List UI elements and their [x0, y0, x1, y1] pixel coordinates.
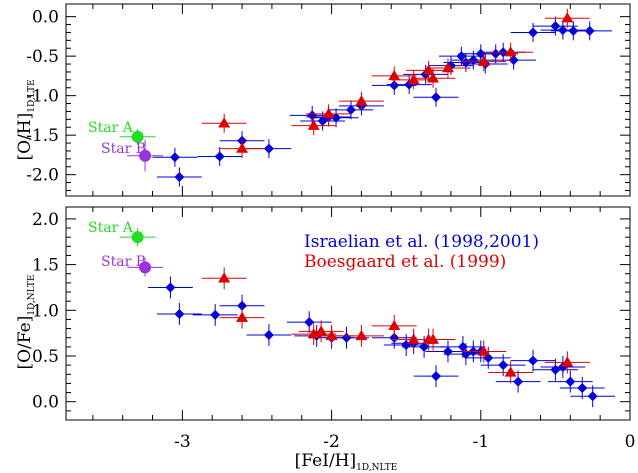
star-b-label-top: Star B	[101, 141, 146, 157]
plot-frame	[65, 206, 631, 421]
y-tick-label: 1.5	[32, 256, 59, 276]
x-tick-label: 0	[625, 432, 636, 452]
data-point-diamond	[263, 329, 274, 340]
data-point-triangle	[407, 333, 420, 344]
data-point-circle	[139, 149, 152, 162]
data-point-diamond	[508, 55, 519, 66]
data-point-triangle	[561, 12, 574, 23]
legend-entry-boesgaard: Boesgaard et al. (1999)	[304, 252, 506, 272]
data-point-triangle	[315, 325, 328, 336]
data-point-diamond	[345, 104, 356, 115]
data-point-diamond	[214, 151, 225, 162]
data-point-diamond	[431, 92, 442, 103]
data-point-diamond	[431, 371, 442, 382]
data-point-diamond	[169, 152, 180, 163]
y-tick-label: 1.0	[32, 301, 59, 321]
data-point-triangle	[355, 95, 368, 106]
data-point-triangle	[477, 345, 490, 356]
y-tick-label: 0.0	[32, 8, 59, 28]
y-tick-label: -2.0	[26, 166, 59, 186]
plot-frame	[65, 3, 631, 197]
star-b-label-bottom: Star B	[101, 254, 146, 270]
data-point-triangle	[218, 272, 231, 283]
data-point-diamond	[550, 21, 561, 32]
data-point-diamond	[389, 332, 400, 343]
data-point-triangle	[441, 62, 454, 73]
data-point-triangle	[236, 311, 249, 322]
y-tick-label: -1.0	[26, 87, 59, 107]
data-point-circle	[131, 231, 144, 244]
data-point-diamond	[577, 383, 588, 394]
data-point-triangle	[355, 329, 368, 341]
x-axis-label: [FeI/H]1D,NLTE	[295, 451, 398, 473]
data-point-triangle	[388, 319, 401, 331]
data-point-triangle	[504, 366, 517, 377]
data-point-diamond	[528, 27, 539, 38]
data-point-circle	[131, 130, 144, 143]
star-a-label-top: Star A	[88, 120, 134, 136]
y-tick-label: 0.5	[32, 347, 59, 367]
star-a-label-bottom: Star A	[88, 220, 134, 236]
data-point-diamond	[419, 341, 430, 352]
data-point-diamond	[528, 355, 539, 366]
data-point-triangle	[407, 73, 420, 85]
data-point-diamond	[557, 25, 568, 36]
data-point-diamond	[584, 25, 595, 36]
data-point-triangle	[307, 119, 320, 130]
data-point-triangle	[236, 142, 249, 153]
data-point-diamond	[165, 282, 176, 293]
y-tick-label: 0.0	[32, 393, 59, 413]
data-point-diamond	[468, 55, 479, 66]
data-point-triangle	[325, 329, 338, 341]
data-point-diamond	[237, 300, 248, 311]
x-tick-label: -2	[323, 432, 340, 452]
data-point-diamond	[490, 48, 501, 59]
y-tick-label: -0.5	[26, 47, 59, 67]
data-point-triangle	[561, 356, 574, 367]
y-tick-label: -1.5	[26, 126, 59, 146]
data-point-diamond	[587, 391, 598, 402]
y-axis-label-top: [O/H]1D,LTE	[15, 79, 37, 160]
top-panel: 0.0 -0.5 -1.0 -1.5 -2.0	[26, 3, 631, 197]
data-point-triangle	[388, 69, 401, 81]
x-tick-label: -1	[473, 432, 490, 452]
bottom-panel: -3 -2 -1 0 0.0 0.5 1.0 1.5 2.0	[32, 206, 636, 452]
data-point-diamond	[304, 317, 315, 328]
y-axis-label-bottom: [O/Fe]1D,NLTE	[15, 274, 37, 369]
data-point-diamond	[331, 112, 342, 123]
data-point-diamond	[210, 309, 221, 320]
legend-entry-israelian: Israelian et al. (1998,2001)	[304, 232, 539, 252]
data-point-diamond	[498, 360, 509, 371]
y-tick-label: 2.0	[32, 210, 59, 230]
data-point-diamond	[341, 332, 352, 343]
data-point-triangle	[218, 117, 231, 128]
data-point-diamond	[174, 172, 185, 183]
data-point-triangle	[504, 46, 517, 57]
data-point-diamond	[263, 143, 274, 154]
data-point-triangle	[422, 64, 435, 75]
data-point-triangle	[477, 55, 490, 66]
data-point-triangle	[427, 72, 440, 83]
data-point-diamond	[565, 376, 576, 387]
data-point-diamond	[307, 110, 318, 121]
data-point-triangle	[322, 107, 335, 119]
data-point-diamond	[513, 376, 524, 387]
data-point-circle	[139, 261, 152, 274]
data-point-triangle	[427, 333, 440, 344]
data-point-diamond	[174, 308, 185, 319]
x-tick-label: -3	[174, 432, 191, 452]
